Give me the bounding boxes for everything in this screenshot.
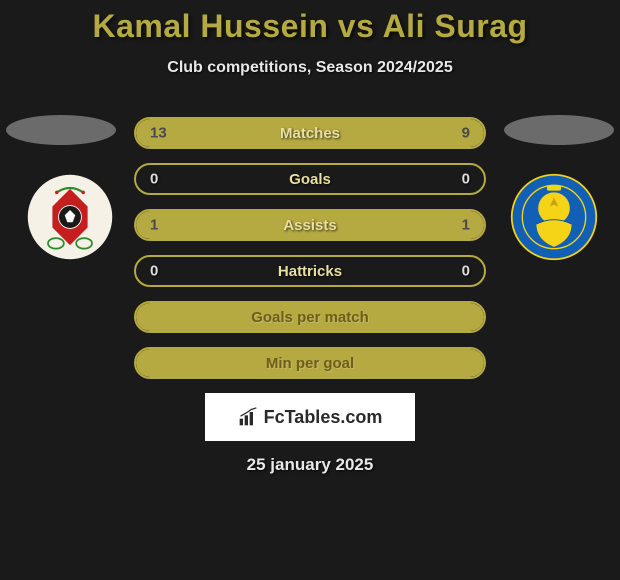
fctables-logo: FcTables.com — [205, 393, 415, 441]
stats-area: Matches139Goals00Assists11Hattricks00Goa… — [0, 117, 620, 379]
stat-label: Assists — [283, 217, 336, 234]
player-shadow-right — [504, 115, 614, 145]
stat-label: Hattricks — [278, 263, 342, 280]
stat-value-left: 0 — [150, 263, 158, 280]
chart-icon — [238, 407, 258, 427]
club-badge-left-svg — [26, 173, 114, 261]
stat-value-right: 9 — [462, 125, 470, 142]
stat-rows: Matches139Goals00Assists11Hattricks00Goa… — [134, 117, 486, 379]
stat-row: Goals per match — [134, 301, 486, 333]
club-badge-left — [26, 173, 114, 261]
stat-value-left: 1 — [150, 217, 158, 234]
stat-row: Assists 1 1 — [134, 209, 486, 241]
comparison-subtitle: Club competitions, Season 2024/2025 — [0, 59, 620, 77]
comparison-title: Kamal Hussein vs Ali Surag — [0, 0, 620, 45]
stat-value-left: 13 — [150, 125, 167, 142]
club-badge-right-svg — [510, 173, 598, 261]
infographic-date: 25 january 2025 — [0, 455, 620, 475]
club-badge-right — [510, 173, 598, 261]
stat-row: Goals 0 0 — [134, 163, 486, 195]
stat-label: Matches — [280, 125, 340, 142]
stat-label: Goals — [289, 171, 331, 188]
comparison-infographic: Kamal Hussein vs Ali Surag Club competit… — [0, 0, 620, 580]
stat-value-right: 0 — [462, 263, 470, 280]
player-shadow-left — [6, 115, 116, 145]
logo-text: FcTables.com — [264, 407, 383, 428]
stat-value-right: 0 — [462, 171, 470, 188]
stat-value-right: 1 — [462, 217, 470, 234]
stat-label: Min per goal — [266, 355, 354, 372]
stat-row: Min per goal — [134, 347, 486, 379]
stat-row: Matches 13 9 — [134, 117, 486, 149]
stat-label: Goals per match — [251, 309, 369, 326]
stat-row: Hattricks 0 0 — [134, 255, 486, 287]
stat-value-left: 0 — [150, 171, 158, 188]
